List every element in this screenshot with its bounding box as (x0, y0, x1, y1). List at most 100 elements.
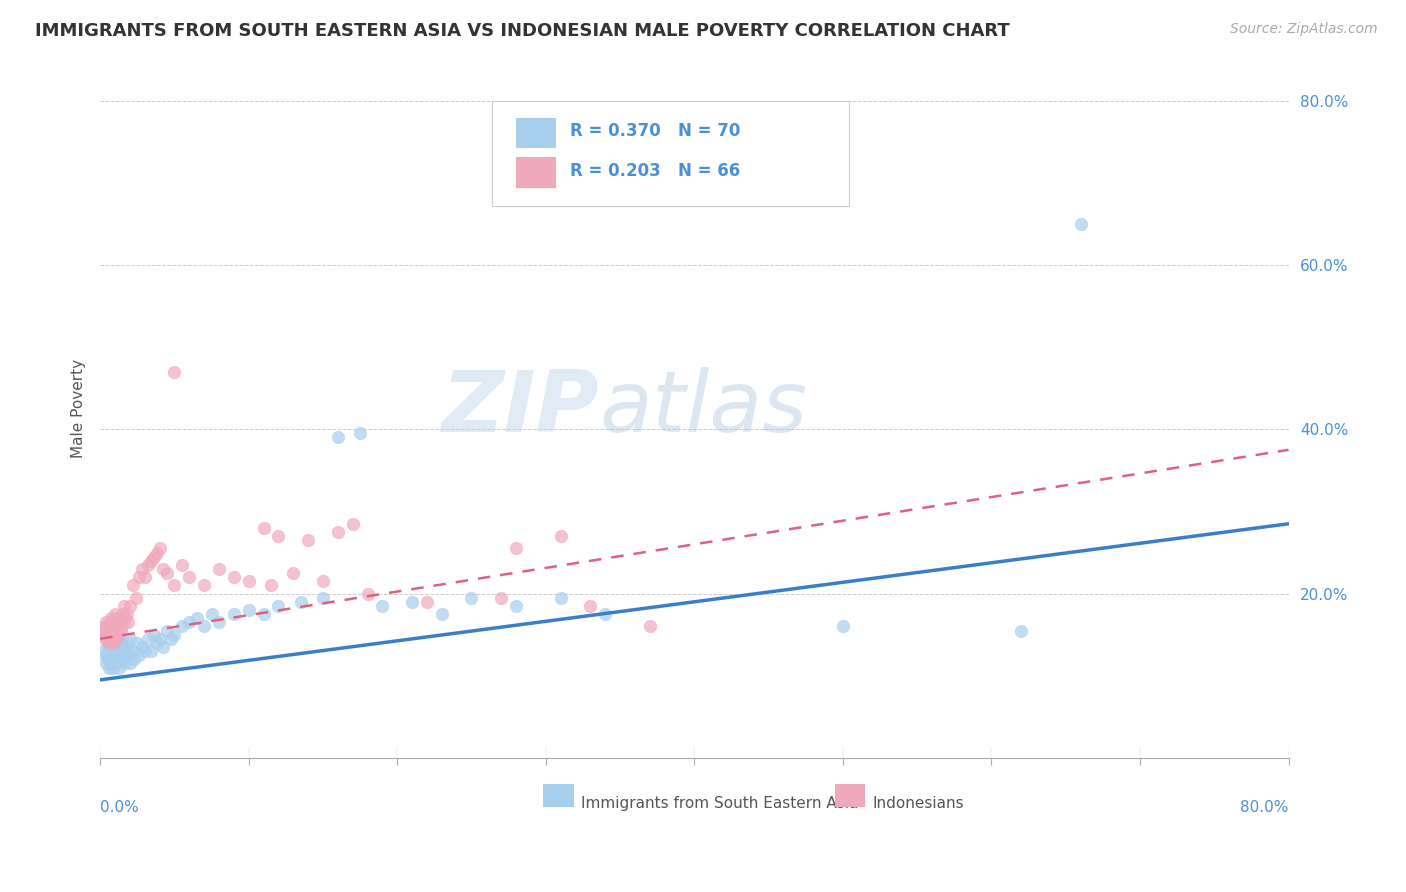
Point (579, 599, 602, 613)
Point (124, 652, 146, 666)
Point (105, 644, 128, 658)
Point (145, 636, 167, 650)
Point (110, 648, 132, 663)
Point (208, 562, 231, 576)
Point (160, 632, 183, 646)
Point (104, 648, 127, 663)
Point (107, 652, 129, 666)
Text: atlas: atlas (599, 368, 807, 450)
Text: Source: ZipAtlas.com: Source: ZipAtlas.com (1230, 22, 1378, 37)
Point (104, 624, 127, 638)
Point (136, 632, 159, 646)
Point (1070, 217, 1092, 231)
Point (505, 599, 527, 613)
Point (100, 624, 122, 638)
Text: ZIP: ZIP (441, 368, 599, 450)
Point (156, 566, 179, 580)
FancyBboxPatch shape (835, 784, 866, 806)
Point (96, 632, 118, 646)
Point (312, 591, 335, 605)
Point (112, 640, 135, 654)
Point (101, 632, 124, 646)
Point (96, 652, 118, 666)
Point (101, 652, 124, 666)
Point (148, 541, 170, 556)
Point (127, 636, 149, 650)
Point (104, 632, 127, 646)
Point (107, 628, 129, 642)
Point (252, 521, 274, 535)
Point (326, 430, 349, 444)
Text: Indonesians: Indonesians (873, 796, 965, 811)
Text: R = 0.203   N = 66: R = 0.203 N = 66 (569, 162, 740, 180)
Point (142, 549, 165, 564)
Text: 0.0%: 0.0% (100, 799, 139, 814)
Point (111, 652, 134, 666)
Point (108, 660, 131, 674)
Point (105, 615, 128, 630)
Point (90, 624, 112, 638)
Point (593, 607, 616, 621)
Point (118, 599, 141, 613)
Text: 80.0%: 80.0% (1240, 799, 1288, 814)
Point (96, 619, 118, 633)
Point (179, 570, 201, 584)
Point (260, 578, 283, 592)
Point (267, 599, 290, 613)
Point (283, 566, 305, 580)
Point (416, 595, 439, 609)
Point (114, 657, 136, 671)
Point (550, 529, 572, 543)
Point (98, 636, 121, 650)
Point (103, 660, 125, 674)
Point (489, 591, 512, 605)
Point (115, 636, 138, 650)
Point (91, 644, 114, 658)
Point (115, 607, 138, 621)
Point (163, 365, 186, 379)
Point (110, 624, 132, 638)
Point (200, 607, 222, 621)
Point (148, 632, 170, 646)
Point (118, 657, 141, 671)
Point (105, 632, 128, 646)
Point (105, 657, 128, 671)
Point (111, 636, 134, 650)
Point (156, 624, 179, 638)
Point (460, 591, 482, 605)
Text: Immigrants from South Eastern Asia: Immigrants from South Eastern Asia (582, 796, 859, 811)
Point (163, 628, 186, 642)
Point (100, 611, 122, 625)
Point (108, 640, 131, 654)
Point (98, 660, 121, 674)
FancyBboxPatch shape (516, 118, 557, 148)
Point (98, 640, 121, 654)
Point (115, 648, 138, 663)
Point (117, 644, 139, 658)
FancyBboxPatch shape (516, 157, 557, 188)
Point (550, 591, 572, 605)
Point (107, 611, 129, 625)
Point (134, 570, 156, 584)
Point (267, 529, 290, 543)
Point (401, 595, 423, 609)
Point (108, 615, 131, 630)
Point (103, 640, 125, 654)
Text: IMMIGRANTS FROM SOUTH EASTERN ASIA VS INDONESIAN MALE POVERTY CORRELATION CHART: IMMIGRANTS FROM SOUTH EASTERN ASIA VS IN… (35, 22, 1010, 40)
Point (121, 578, 143, 592)
Point (238, 574, 260, 589)
Point (179, 615, 201, 630)
Point (145, 545, 167, 559)
Point (93, 648, 115, 663)
Point (121, 644, 143, 658)
Point (136, 558, 159, 572)
Point (186, 611, 208, 625)
Point (342, 516, 364, 531)
Y-axis label: Male Poverty: Male Poverty (72, 359, 86, 458)
Point (93, 632, 115, 646)
Point (297, 533, 319, 548)
Point (103, 636, 125, 650)
Point (98, 624, 121, 638)
Point (505, 541, 527, 556)
Point (831, 619, 853, 633)
